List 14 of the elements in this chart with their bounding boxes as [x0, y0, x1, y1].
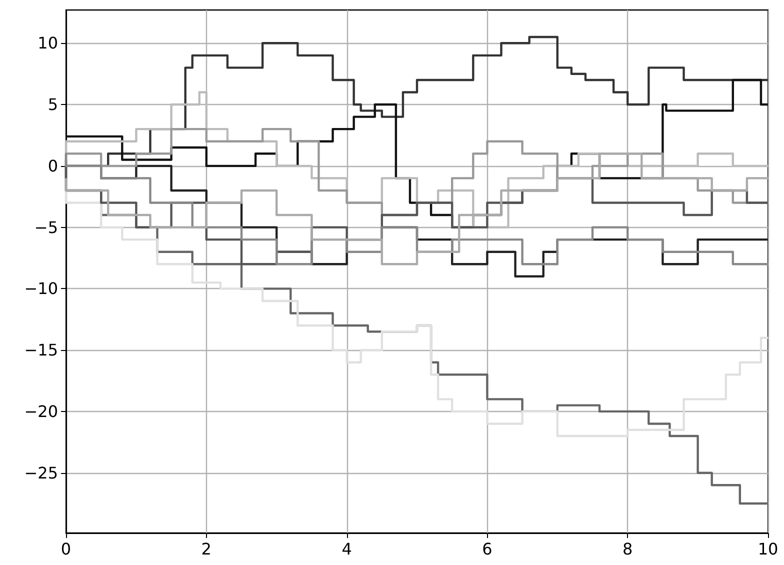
x-tick-label: 6 — [482, 540, 492, 558]
y-tick-label: −5 — [34, 218, 58, 237]
x-tick-label: 10 — [758, 540, 778, 558]
y-tick-label: −25 — [24, 463, 58, 482]
y-tick-label: −20 — [24, 402, 58, 421]
x-tick-label: 4 — [342, 540, 352, 558]
y-tick-label: −10 — [24, 279, 58, 298]
y-tick-label: 5 — [48, 95, 58, 114]
x-tick-label: 2 — [201, 540, 212, 558]
x-tick-label: 8 — [622, 540, 633, 558]
y-tick-label: 10 — [38, 34, 58, 53]
y-tick-label: 0 — [48, 156, 58, 176]
x-tick-label: 0 — [60, 540, 72, 558]
y-tick-label: −15 — [24, 340, 58, 360]
